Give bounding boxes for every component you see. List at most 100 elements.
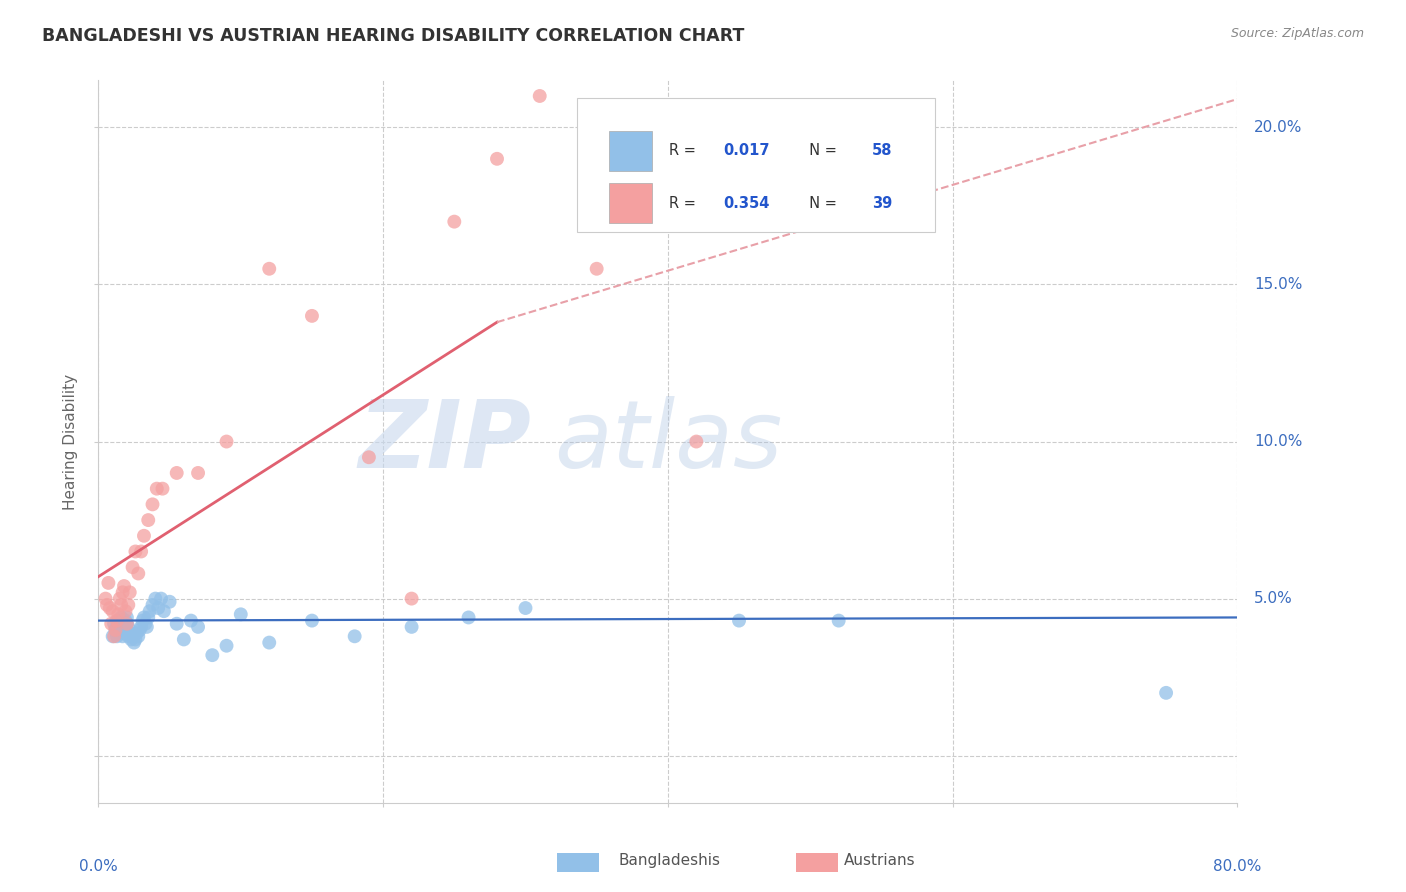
Text: 0.017: 0.017: [724, 144, 770, 159]
Text: 10.0%: 10.0%: [1254, 434, 1303, 449]
Point: [110, 610, 132, 624]
Point: [117, 629, 139, 643]
Point: [150, 591, 173, 606]
Text: 0.354: 0.354: [724, 196, 770, 211]
Text: 39: 39: [872, 196, 891, 211]
Point: [105, 620, 128, 634]
Point: [118, 626, 141, 640]
Point: [100, 616, 122, 631]
Point: [127, 566, 149, 581]
Point: [112, 626, 135, 640]
Point: [131, 614, 153, 628]
Point: [486, 152, 509, 166]
Point: [110, 614, 132, 628]
Point: [111, 629, 134, 643]
Point: [121, 560, 143, 574]
Point: [166, 466, 188, 480]
Point: [122, 635, 145, 649]
Text: N =: N =: [800, 144, 841, 159]
Text: Source: ZipAtlas.com: Source: ZipAtlas.com: [1230, 27, 1364, 40]
Text: R =: R =: [669, 144, 700, 159]
Point: [118, 585, 141, 599]
Point: [132, 529, 155, 543]
Point: [101, 629, 124, 643]
Point: [132, 610, 155, 624]
Point: [357, 450, 380, 465]
Point: [115, 610, 138, 624]
Point: [136, 610, 159, 624]
Point: [111, 585, 134, 599]
Text: R =: R =: [669, 196, 700, 211]
Text: N =: N =: [800, 196, 841, 211]
FancyBboxPatch shape: [609, 184, 652, 223]
Point: [98, 601, 121, 615]
Point: [114, 623, 136, 637]
Point: [1154, 686, 1177, 700]
Point: [111, 623, 134, 637]
Point: [187, 466, 209, 480]
Point: [101, 604, 124, 618]
Point: [114, 604, 136, 618]
Point: [107, 607, 129, 622]
Point: [107, 614, 129, 628]
Point: [104, 623, 127, 637]
Text: 0.0%: 0.0%: [79, 859, 118, 874]
Text: 58: 58: [872, 144, 893, 159]
Point: [259, 635, 281, 649]
FancyBboxPatch shape: [576, 98, 935, 232]
Point: [114, 614, 136, 628]
Point: [141, 598, 163, 612]
Point: [104, 623, 127, 637]
Point: [103, 616, 125, 631]
Point: [166, 616, 188, 631]
Text: 80.0%: 80.0%: [1213, 859, 1261, 874]
Point: [443, 214, 465, 228]
Point: [141, 497, 163, 511]
Point: [343, 629, 366, 643]
Point: [152, 482, 174, 496]
Point: [117, 620, 139, 634]
Y-axis label: Hearing Disability: Hearing Disability: [63, 374, 79, 509]
Point: [229, 607, 252, 622]
Point: [401, 620, 423, 634]
Point: [180, 614, 202, 628]
Point: [259, 261, 281, 276]
Point: [187, 620, 209, 634]
Text: ZIP: ZIP: [359, 395, 531, 488]
Text: BANGLADESHI VS AUSTRIAN HEARING DISABILITY CORRELATION CHART: BANGLADESHI VS AUSTRIAN HEARING DISABILI…: [42, 27, 745, 45]
Point: [129, 620, 152, 634]
Point: [128, 623, 150, 637]
Point: [457, 610, 479, 624]
Point: [117, 598, 139, 612]
Point: [134, 616, 156, 631]
Point: [103, 629, 125, 643]
FancyBboxPatch shape: [609, 131, 652, 170]
Point: [585, 261, 607, 276]
Point: [108, 623, 131, 637]
Point: [173, 632, 195, 647]
Point: [112, 579, 135, 593]
Point: [401, 591, 423, 606]
Point: [138, 604, 160, 618]
Point: [105, 629, 128, 643]
Point: [94, 591, 117, 606]
Point: [108, 591, 131, 606]
Point: [129, 544, 152, 558]
Point: [127, 629, 149, 643]
Point: [125, 626, 148, 640]
Point: [124, 544, 146, 558]
Point: [215, 434, 238, 449]
Point: [115, 616, 138, 631]
Point: [135, 620, 157, 634]
Point: [301, 614, 323, 628]
Point: [107, 626, 129, 640]
Point: [146, 482, 169, 496]
Point: [148, 601, 170, 615]
Point: [159, 595, 181, 609]
Point: [153, 604, 176, 618]
Point: [108, 616, 131, 631]
Text: Austrians: Austrians: [844, 854, 915, 868]
Point: [120, 632, 142, 647]
Point: [124, 632, 146, 647]
Point: [529, 89, 551, 103]
